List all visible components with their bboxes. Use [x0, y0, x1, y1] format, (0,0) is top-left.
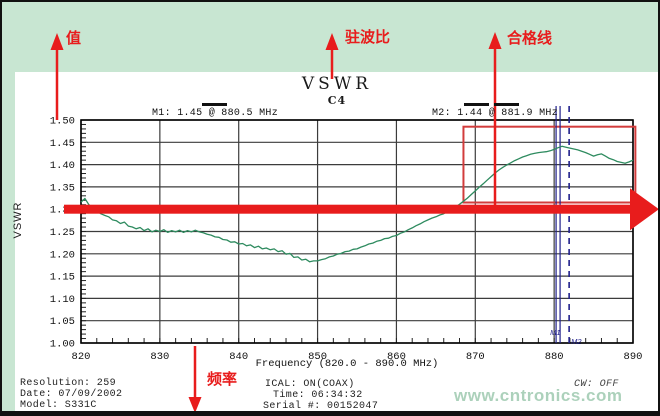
y-axis-title: VSWR [12, 201, 24, 239]
x-tick-label-880: 880 [545, 351, 564, 363]
value-callout-label: 值 [66, 29, 82, 47]
y-tick-label-1.25: 1.25 [50, 227, 75, 239]
x-tick-label-820: 820 [72, 351, 91, 363]
status-serial: Serial #: 00152047 [263, 401, 379, 412]
y-tick-label-1.10: 1.10 [50, 294, 75, 306]
y-tick-label-1.20: 1.20 [50, 249, 75, 261]
vswr-callout-label: 驻波比 [345, 28, 391, 46]
y-tick-label-1.05: 1.05 [50, 316, 75, 328]
x-tick-label-870: 870 [466, 351, 485, 363]
vswr-trace [80, 145, 634, 263]
marker2-level-bar-b [494, 103, 519, 106]
marker1-level-bar [202, 103, 227, 106]
status-date: Date: 07/09/2002 [20, 389, 123, 400]
status-model: Model: S331C [20, 400, 97, 411]
vswr-arrow-head [325, 33, 339, 50]
marker1-readout: M1: 1.45 @ 880.5 MHz [152, 108, 279, 119]
status-ical: ICAL: ON(COAX) [265, 379, 355, 390]
marker2-level-bar-a [464, 103, 489, 106]
x-tick-label-850: 850 [308, 351, 327, 363]
y-tick-label-1.35: 1.35 [50, 182, 75, 194]
pass-line-arrow-head [488, 32, 502, 49]
marker2-readout: M2: 1.44 @ 881.9 MHz [432, 108, 559, 119]
status-time: Time: 06:34:32 [273, 390, 363, 401]
y-tick-label-1.50: 1.50 [50, 116, 75, 128]
marker-m2-tag: M2 [571, 337, 582, 346]
highlight-box [462, 125, 637, 204]
frequency-arrow-head [188, 397, 202, 413]
measurement-panel [15, 72, 658, 411]
frequency-callout-label: 频率 [207, 370, 238, 388]
marker-m1-tag: M1 [550, 328, 560, 337]
x-tick-label-860: 860 [387, 351, 406, 363]
y-tick-label-1.00: 1.00 [50, 339, 75, 351]
pass-line-callout-label: 合格线 [507, 29, 553, 47]
chart-title: VSWR [301, 74, 373, 94]
x-axis-title: Frequency (820.0 - 890.0 MHz) [255, 358, 439, 370]
y-tick-label-1.40: 1.40 [50, 160, 75, 172]
x-tick-label-890: 890 [624, 351, 643, 363]
reference-line-arrowhead [630, 188, 658, 231]
value-arrow-head [50, 33, 64, 50]
y-tick-label-1.15: 1.15 [50, 272, 75, 284]
reference-line [64, 204, 630, 214]
footer-divider [2, 411, 658, 414]
plot-border [80, 119, 634, 344]
chart-channel: C4 [327, 94, 347, 107]
y-tick-label-1.45: 1.45 [50, 138, 75, 150]
x-tick-label-830: 830 [150, 351, 169, 363]
watermark: www.cntronics.com [454, 386, 623, 405]
status-resolution: Resolution: 259 [20, 378, 117, 389]
x-tick-label-840: 840 [229, 351, 248, 363]
status-cw: CW: OFF [574, 379, 619, 390]
